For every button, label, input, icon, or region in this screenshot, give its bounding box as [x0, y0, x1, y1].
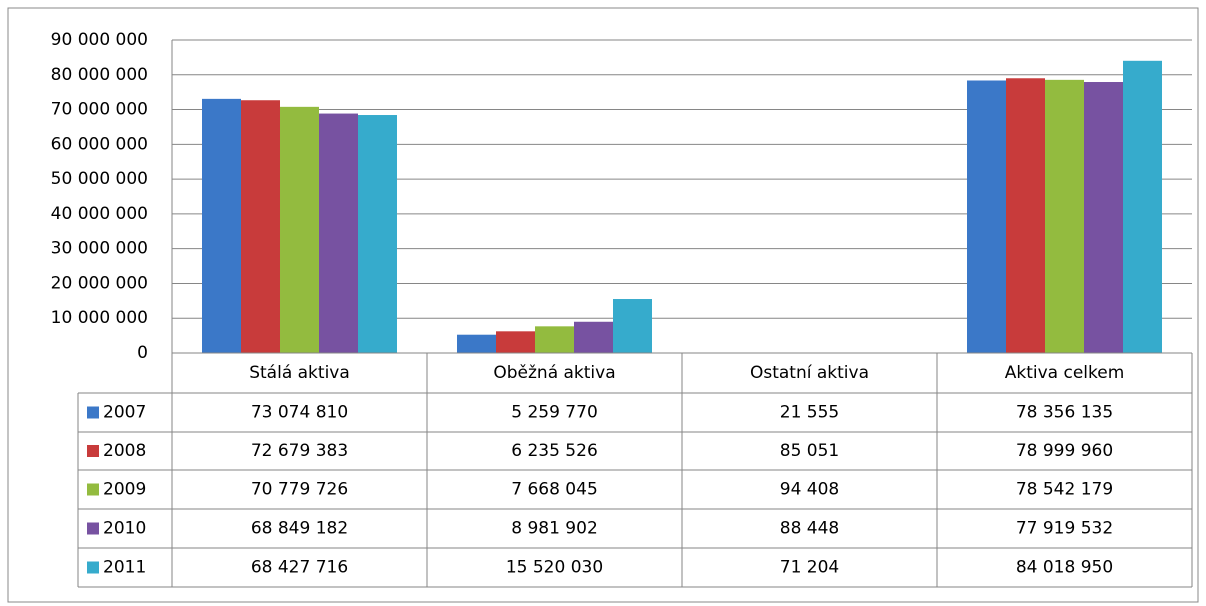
table-cell: 88 448	[780, 519, 839, 539]
bar	[241, 100, 280, 353]
bar	[613, 299, 652, 353]
bar	[1084, 82, 1123, 353]
table-cell: 7 668 045	[511, 480, 598, 500]
bar	[496, 331, 535, 353]
bar	[1006, 78, 1045, 354]
table-cell: 78 542 179	[1016, 480, 1113, 500]
table-cell: 73 074 810	[251, 403, 348, 423]
bar	[457, 334, 496, 353]
y-tick-label: 30 000 000	[51, 239, 148, 259]
y-tick-label: 90 000 000	[51, 30, 148, 50]
legend-label: 2010	[103, 519, 146, 539]
bar	[535, 326, 574, 353]
legend-label: 2007	[103, 403, 146, 423]
bar	[1045, 79, 1084, 354]
y-tick-label: 70 000 000	[51, 100, 148, 120]
y-tick-label: 60 000 000	[51, 134, 148, 154]
table-cell: 84 018 950	[1016, 558, 1113, 578]
table-cell: 78 356 135	[1016, 403, 1113, 423]
table-cell: 68 427 716	[251, 558, 348, 578]
bar	[574, 321, 613, 353]
table-cell: 21 555	[780, 403, 839, 423]
x-tick-label: Ostatní aktiva	[750, 363, 869, 383]
bar	[358, 115, 397, 353]
y-tick-label: 40 000 000	[51, 204, 148, 224]
y-tick-label: 0	[137, 343, 148, 363]
bar	[280, 106, 319, 353]
y-tick-label: 10 000 000	[51, 308, 148, 328]
x-tick-label: Aktiva celkem	[1005, 363, 1125, 383]
bar	[967, 80, 1006, 353]
legend-label: 2011	[103, 558, 146, 578]
table-cell: 5 259 770	[511, 403, 598, 423]
legend-swatch	[87, 561, 99, 574]
table-cell: 15 520 030	[506, 558, 603, 578]
table-cell: 8 981 902	[511, 519, 598, 539]
table-cell: 77 919 532	[1016, 519, 1113, 539]
legend-swatch	[87, 483, 99, 496]
table-cell: 71 204	[780, 558, 839, 578]
legend-swatch	[87, 406, 99, 419]
table-cell: 94 408	[780, 480, 839, 500]
bar	[202, 98, 241, 353]
legend-swatch	[87, 522, 99, 535]
x-tick-label: Oběžná aktiva	[493, 363, 615, 383]
table-cell: 70 779 726	[251, 480, 348, 500]
legend-swatch	[87, 445, 99, 457]
table-cell: 85 051	[780, 441, 839, 461]
y-tick-label: 50 000 000	[51, 169, 148, 189]
y-tick-label: 80 000 000	[51, 65, 148, 85]
table-cell: 68 849 182	[251, 519, 348, 539]
table-cell: 6 235 526	[511, 441, 598, 461]
bar	[1123, 60, 1162, 354]
legend-label: 2009	[103, 480, 146, 500]
bar	[319, 113, 358, 353]
y-tick-label: 20 000 000	[51, 273, 148, 293]
x-tick-label: Stálá aktiva	[249, 363, 350, 383]
table-cell: 72 679 383	[251, 441, 348, 461]
table-cell: 78 999 960	[1016, 441, 1113, 461]
legend-label: 2008	[103, 441, 146, 461]
